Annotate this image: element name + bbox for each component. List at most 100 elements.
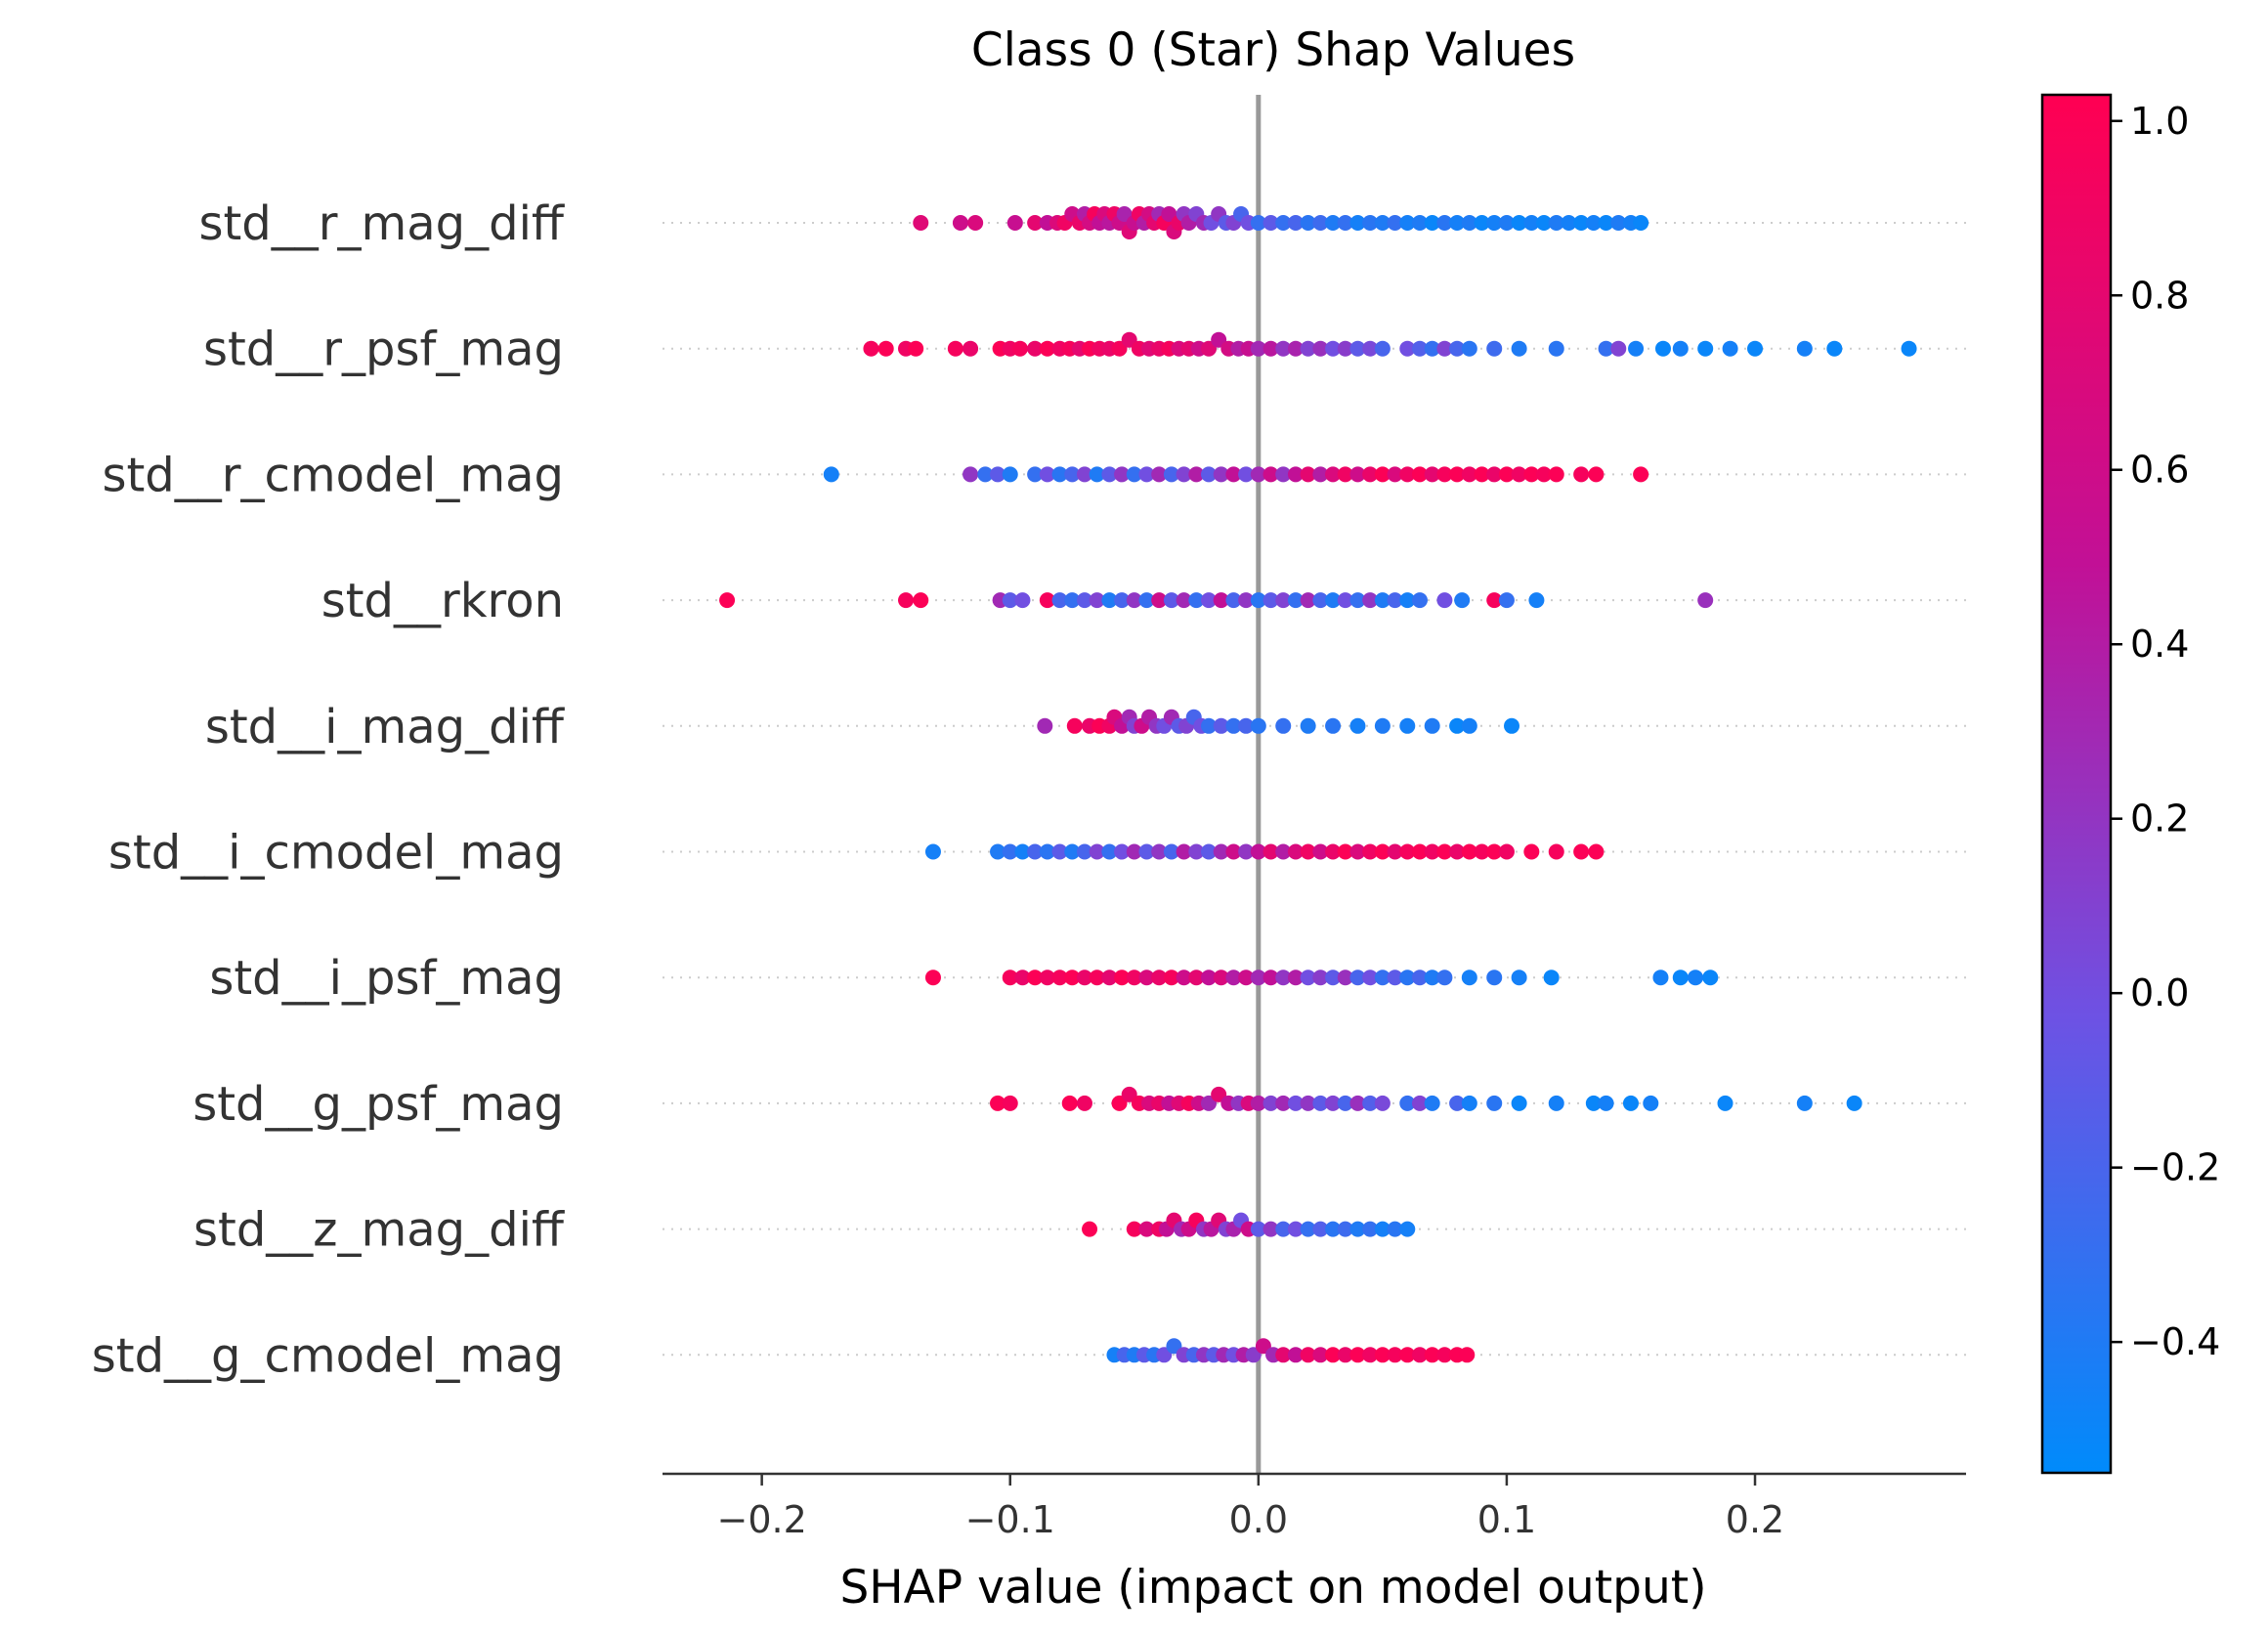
shap-dot bbox=[1262, 466, 1279, 483]
shap-dot bbox=[1188, 592, 1205, 609]
shap-dot bbox=[1002, 970, 1018, 986]
shap-dot bbox=[1588, 466, 1605, 483]
shap-dot bbox=[1037, 717, 1053, 734]
shap-dot bbox=[1287, 592, 1304, 609]
shap-dot bbox=[1126, 843, 1142, 860]
shap-dot bbox=[1573, 466, 1590, 483]
shap-dot bbox=[1374, 843, 1391, 860]
colorbar-tick-label: 0.6 bbox=[2130, 449, 2189, 492]
feature-label: std__r_psf_mag bbox=[203, 323, 564, 377]
shap-dot bbox=[1411, 1347, 1428, 1363]
x-axis-ticks: −0.2 −0.1 0.0 0.1 0.2 bbox=[716, 1474, 1784, 1541]
colorbar bbox=[2040, 93, 2113, 1475]
shap-dot bbox=[1349, 340, 1366, 357]
feature-label: std__z_mag_diff bbox=[193, 1203, 565, 1258]
shap-dot bbox=[1349, 970, 1366, 986]
shap-dot bbox=[1163, 592, 1179, 609]
x-tick-label: 0.0 bbox=[1229, 1498, 1288, 1541]
shap-dot bbox=[1027, 466, 1044, 483]
shap-dot bbox=[1424, 466, 1440, 483]
shap-dot bbox=[1387, 970, 1403, 986]
shap-dot bbox=[1250, 215, 1266, 231]
shap-dot bbox=[1523, 215, 1540, 231]
shap-dot bbox=[1374, 1095, 1391, 1111]
shap-dot bbox=[1201, 717, 1218, 734]
feature-label: std__g_cmodel_mag bbox=[92, 1328, 564, 1383]
shap-dot bbox=[947, 340, 963, 357]
shap-dot bbox=[1002, 843, 1018, 860]
shap-dot bbox=[1399, 466, 1416, 483]
shap-dot bbox=[1002, 1095, 1018, 1111]
shap-dot bbox=[1089, 466, 1105, 483]
shap-dot bbox=[1461, 215, 1477, 231]
shap-dot bbox=[1275, 1095, 1292, 1111]
shap-dot bbox=[1362, 215, 1379, 231]
shap-dot bbox=[1225, 970, 1242, 986]
shap-dot bbox=[1717, 1095, 1733, 1111]
shap-dot bbox=[1643, 1095, 1659, 1111]
shap-dot bbox=[1006, 215, 1023, 231]
shap-dot bbox=[1511, 340, 1527, 357]
shap-dot bbox=[1126, 1221, 1142, 1237]
shap-dot bbox=[1039, 843, 1055, 860]
shap-dot bbox=[1325, 340, 1342, 357]
shap-dot bbox=[1411, 970, 1428, 986]
shap-dot bbox=[1312, 340, 1329, 357]
shap-dot bbox=[1411, 843, 1428, 860]
colorbar-tick-label: −0.2 bbox=[2130, 1146, 2220, 1189]
shap-dot bbox=[1275, 592, 1292, 609]
shap-dot bbox=[1461, 717, 1477, 734]
shap-dot bbox=[1287, 340, 1304, 357]
shap-dot bbox=[1399, 592, 1416, 609]
shap-dot bbox=[1014, 592, 1031, 609]
shap-dot bbox=[1528, 592, 1545, 609]
shap-dot bbox=[1436, 466, 1453, 483]
shap-dot bbox=[1300, 1347, 1316, 1363]
shap-dot bbox=[1548, 1095, 1564, 1111]
colorbar-tick-label: 0.4 bbox=[2130, 623, 2189, 666]
shap-dot bbox=[1300, 466, 1316, 483]
shap-dot bbox=[1655, 340, 1672, 357]
shap-dot bbox=[1138, 970, 1155, 986]
shap-dot bbox=[1213, 592, 1229, 609]
shap-dot bbox=[952, 215, 968, 231]
shap-dot bbox=[1633, 215, 1649, 231]
shap-dot bbox=[1027, 970, 1044, 986]
shap-dot bbox=[1114, 592, 1131, 609]
shap-dot bbox=[1349, 843, 1366, 860]
shap-dot bbox=[1436, 215, 1453, 231]
colorbar-tick-label: −0.4 bbox=[2130, 1320, 2220, 1363]
shap-dot bbox=[990, 466, 1006, 483]
shap-dot bbox=[1449, 1095, 1466, 1111]
shap-dot bbox=[1672, 340, 1689, 357]
shap-dot bbox=[1337, 215, 1353, 231]
shap-dot bbox=[1262, 1095, 1279, 1111]
shap-dot bbox=[1337, 1221, 1353, 1237]
shap-dot bbox=[1349, 1221, 1366, 1237]
shap-dot bbox=[1399, 1347, 1416, 1363]
shap-dot bbox=[1300, 717, 1316, 734]
shap-dot bbox=[1300, 340, 1316, 357]
shap-dot bbox=[1573, 215, 1590, 231]
shap-dot bbox=[1688, 970, 1704, 986]
shap-dot bbox=[1082, 1221, 1098, 1237]
shap-dot bbox=[1424, 717, 1440, 734]
feature-label: std__i_psf_mag bbox=[209, 951, 564, 1006]
shap-dot bbox=[898, 592, 915, 609]
shap-dot bbox=[1114, 970, 1131, 986]
shap-dot bbox=[1188, 466, 1205, 483]
shap-dot bbox=[1089, 843, 1105, 860]
shap-dot bbox=[1436, 340, 1453, 357]
feature-label: std__g_psf_mag bbox=[193, 1077, 564, 1132]
shap-dot bbox=[1411, 340, 1428, 357]
shap-dot bbox=[1114, 843, 1131, 860]
feature-label: std__i_mag_diff bbox=[205, 700, 565, 754]
shap-dot bbox=[1213, 466, 1229, 483]
shap-dot bbox=[1349, 592, 1366, 609]
shap-dot bbox=[1461, 1095, 1477, 1111]
shap-dot bbox=[1312, 970, 1329, 986]
shap-dot bbox=[1051, 466, 1068, 483]
shap-dot bbox=[1225, 843, 1242, 860]
shap-dot bbox=[1461, 466, 1477, 483]
shap-dot bbox=[1349, 717, 1366, 734]
